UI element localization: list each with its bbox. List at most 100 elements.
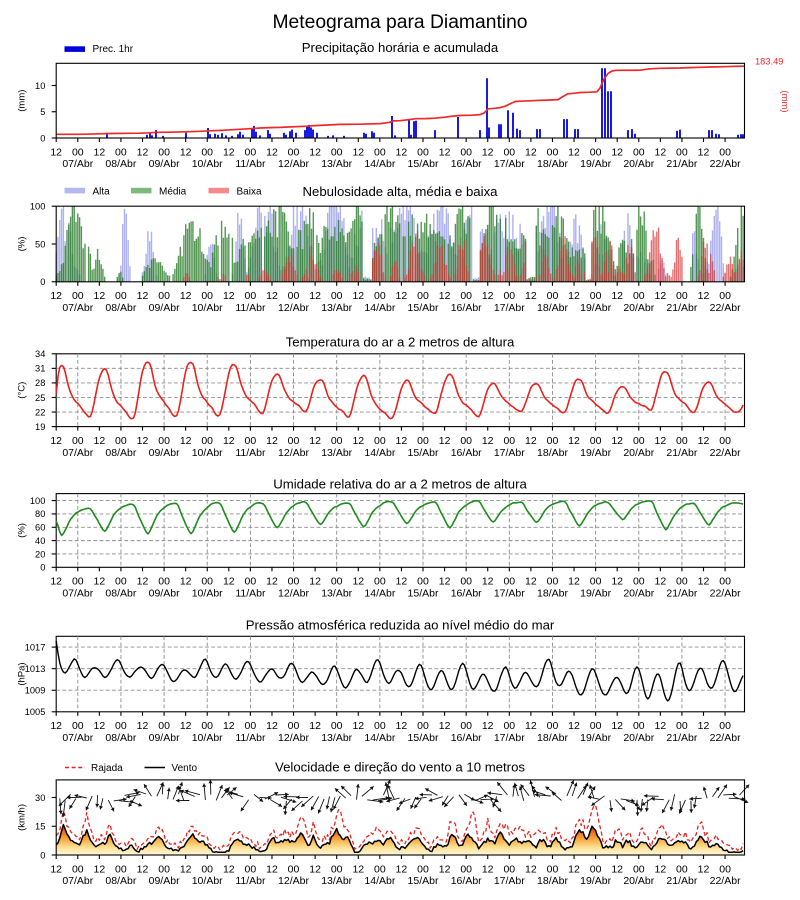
svg-text:22/Abr: 22/Abr <box>710 588 741 600</box>
svg-text:0: 0 <box>40 133 45 143</box>
svg-text:00: 00 <box>547 576 559 588</box>
svg-text:00: 00 <box>719 290 731 302</box>
svg-text:12/Abr: 12/Abr <box>278 588 309 600</box>
svg-text:19/Abr: 19/Abr <box>580 875 611 887</box>
svg-text:11/Abr: 11/Abr <box>235 732 266 744</box>
svg-text:10/Abr: 10/Abr <box>192 302 223 314</box>
svg-text:12: 12 <box>525 146 537 158</box>
svg-text:12: 12 <box>266 146 278 158</box>
svg-text:(%): (%) <box>17 523 28 538</box>
svg-text:19/Abr: 19/Abr <box>580 447 611 459</box>
svg-text:40: 40 <box>35 536 45 546</box>
svg-text:15: 15 <box>35 822 45 832</box>
svg-text:00: 00 <box>676 290 688 302</box>
svg-text:25: 25 <box>35 393 45 403</box>
svg-text:00: 00 <box>547 720 559 732</box>
svg-text:12: 12 <box>655 290 667 302</box>
svg-text:17/Abr: 17/Abr <box>494 158 525 170</box>
svg-text:12: 12 <box>50 146 62 158</box>
svg-text:10/Abr: 10/Abr <box>192 158 223 170</box>
svg-text:12: 12 <box>352 290 364 302</box>
svg-text:12: 12 <box>655 720 667 732</box>
svg-text:00: 00 <box>590 576 602 588</box>
svg-text:00: 00 <box>719 863 731 875</box>
svg-text:08/Abr: 08/Abr <box>105 447 136 459</box>
svg-text:00: 00 <box>72 146 84 158</box>
svg-text:13/Abr: 13/Abr <box>321 732 352 744</box>
svg-text:12: 12 <box>439 146 451 158</box>
svg-text:20/Abr: 20/Abr <box>623 447 654 459</box>
svg-text:12: 12 <box>223 435 235 447</box>
svg-text:12: 12 <box>50 863 62 875</box>
svg-text:00: 00 <box>331 863 343 875</box>
svg-text:00: 00 <box>245 720 257 732</box>
svg-text:10/Abr: 10/Abr <box>192 447 223 459</box>
svg-text:07/Abr: 07/Abr <box>62 302 93 314</box>
svg-text:19/Abr: 19/Abr <box>580 732 611 744</box>
svg-text:08/Abr: 08/Abr <box>105 158 136 170</box>
svg-text:00: 00 <box>201 863 213 875</box>
svg-text:12: 12 <box>266 435 278 447</box>
svg-text:12: 12 <box>266 863 278 875</box>
svg-text:0: 0 <box>40 850 45 860</box>
svg-text:13/Abr: 13/Abr <box>321 447 352 459</box>
svg-text:00: 00 <box>460 576 472 588</box>
svg-text:12: 12 <box>137 435 149 447</box>
svg-text:12: 12 <box>137 290 149 302</box>
svg-text:12: 12 <box>266 720 278 732</box>
svg-text:00: 00 <box>201 576 213 588</box>
svg-text:12: 12 <box>482 720 494 732</box>
svg-text:15/Abr: 15/Abr <box>408 158 439 170</box>
svg-text:18/Abr: 18/Abr <box>537 732 568 744</box>
svg-text:12: 12 <box>396 146 408 158</box>
svg-text:22/Abr: 22/Abr <box>710 302 741 314</box>
svg-text:12/Abr: 12/Abr <box>278 302 309 314</box>
svg-text:20/Abr: 20/Abr <box>623 875 654 887</box>
svg-text:00: 00 <box>590 720 602 732</box>
svg-text:Vento: Vento <box>172 763 198 774</box>
svg-text:00: 00 <box>633 576 645 588</box>
svg-text:13/Abr: 13/Abr <box>321 875 352 887</box>
svg-text:16/Abr: 16/Abr <box>451 302 482 314</box>
svg-text:12/Abr: 12/Abr <box>278 875 309 887</box>
svg-text:12: 12 <box>352 146 364 158</box>
svg-text:21/Abr: 21/Abr <box>666 158 697 170</box>
svg-text:12: 12 <box>50 576 62 588</box>
svg-text:12: 12 <box>655 146 667 158</box>
svg-text:09/Abr: 09/Abr <box>149 447 180 459</box>
svg-text:00: 00 <box>201 290 213 302</box>
svg-text:12: 12 <box>137 863 149 875</box>
svg-text:00: 00 <box>633 435 645 447</box>
svg-text:50: 50 <box>35 239 45 249</box>
svg-text:13/Abr: 13/Abr <box>321 588 352 600</box>
svg-text:00: 00 <box>633 290 645 302</box>
svg-text:00: 00 <box>288 720 300 732</box>
svg-text:00: 00 <box>503 146 515 158</box>
svg-text:12: 12 <box>180 290 192 302</box>
svg-text:Pressão atmosférica reduzida a: Pressão atmosférica reduzida ao nível mé… <box>246 618 555 633</box>
svg-text:22/Abr: 22/Abr <box>710 875 741 887</box>
svg-text:34: 34 <box>35 349 45 359</box>
svg-text:12: 12 <box>439 435 451 447</box>
svg-text:07/Abr: 07/Abr <box>62 588 93 600</box>
svg-text:00: 00 <box>503 576 515 588</box>
svg-text:10/Abr: 10/Abr <box>192 588 223 600</box>
svg-text:17/Abr: 17/Abr <box>494 588 525 600</box>
svg-text:Nebulosidade alta, média e bai: Nebulosidade alta, média e baixa <box>302 184 498 199</box>
svg-text:12: 12 <box>482 576 494 588</box>
svg-text:14/Abr: 14/Abr <box>364 447 395 459</box>
svg-text:00: 00 <box>72 720 84 732</box>
svg-text:12: 12 <box>611 720 623 732</box>
svg-text:12: 12 <box>309 435 321 447</box>
svg-text:20: 20 <box>35 549 45 559</box>
svg-text:(mm): (mm) <box>17 90 28 112</box>
svg-text:00: 00 <box>374 435 386 447</box>
svg-text:16/Abr: 16/Abr <box>451 447 482 459</box>
svg-text:00: 00 <box>331 720 343 732</box>
svg-text:12: 12 <box>309 863 321 875</box>
svg-text:12: 12 <box>180 720 192 732</box>
svg-text:00: 00 <box>676 720 688 732</box>
svg-text:00: 00 <box>72 863 84 875</box>
svg-text:09/Abr: 09/Abr <box>149 875 180 887</box>
svg-text:15/Abr: 15/Abr <box>408 447 439 459</box>
